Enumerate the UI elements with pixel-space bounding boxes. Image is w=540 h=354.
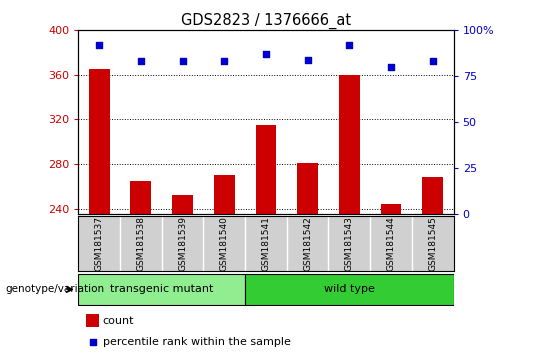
Bar <box>131 181 151 214</box>
Text: GSM181541: GSM181541 <box>261 216 271 271</box>
Text: transgenic mutant: transgenic mutant <box>110 284 213 295</box>
Text: GSM181540: GSM181540 <box>220 216 229 271</box>
Text: GSM181545: GSM181545 <box>428 216 437 271</box>
Text: GSM181542: GSM181542 <box>303 216 312 271</box>
Text: count: count <box>103 316 134 326</box>
Bar <box>339 75 360 214</box>
Bar <box>297 163 318 214</box>
Text: genotype/variation: genotype/variation <box>5 284 105 295</box>
FancyBboxPatch shape <box>245 274 454 304</box>
Point <box>261 51 270 57</box>
Point <box>95 42 104 48</box>
Point <box>88 339 97 345</box>
Bar <box>255 125 276 214</box>
Bar <box>86 314 99 327</box>
Point <box>220 58 228 64</box>
Text: percentile rank within the sample: percentile rank within the sample <box>103 337 291 347</box>
Text: GSM181543: GSM181543 <box>345 216 354 271</box>
Point <box>428 58 437 64</box>
Text: GSM181539: GSM181539 <box>178 216 187 271</box>
Bar <box>172 195 193 214</box>
Text: wild type: wild type <box>324 284 375 295</box>
Point <box>303 57 312 62</box>
FancyBboxPatch shape <box>78 274 245 304</box>
Bar <box>89 69 110 214</box>
Text: GSM181538: GSM181538 <box>136 216 145 271</box>
Point <box>387 64 395 70</box>
Bar <box>422 177 443 214</box>
Text: GSM181537: GSM181537 <box>94 216 104 271</box>
Bar <box>214 175 235 214</box>
Title: GDS2823 / 1376666_at: GDS2823 / 1376666_at <box>181 12 351 29</box>
Point <box>178 58 187 64</box>
Point <box>345 42 354 48</box>
Point <box>137 58 145 64</box>
Bar <box>381 204 401 214</box>
Text: GSM181544: GSM181544 <box>387 216 395 271</box>
